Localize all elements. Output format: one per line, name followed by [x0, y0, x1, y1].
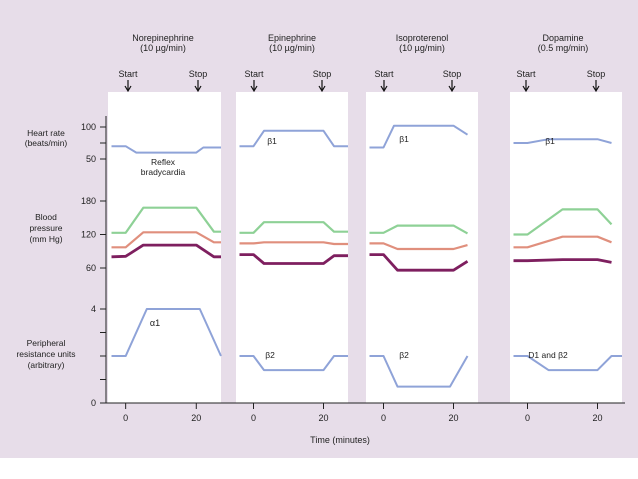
- x-tick-label-2-20: 20: [448, 413, 458, 423]
- start-label-norepinephrine: Start: [118, 69, 138, 79]
- series-lines: [111, 124, 622, 388]
- start-arrow-dopamine: [522, 80, 530, 93]
- y-label-bp-line2: pressure: [29, 223, 62, 233]
- x-tick-label-0-0: 0: [123, 413, 128, 423]
- series-hr-dopamine: [513, 138, 612, 144]
- y-label-resistance-line2: resistance units: [16, 349, 75, 359]
- start-arrow-norepinephrine: [124, 80, 132, 93]
- start-label-isoproterenol: Start: [374, 69, 394, 79]
- stop-arrow-norepinephrine: [194, 80, 202, 93]
- y-label-heart-rate-line2: (beats/min): [25, 138, 68, 148]
- res-tick-0-label: 0: [91, 398, 96, 408]
- res-tick-4-label: 4: [91, 304, 96, 314]
- annotation-beta1-epinephrine: D1 and β2: [528, 350, 568, 360]
- stop-label-dopamine: Stop: [587, 69, 606, 79]
- y-ticks: 50 100 60 120 180 0 4: [81, 122, 106, 408]
- hr-tick-100-label: 100: [81, 122, 96, 132]
- annotation-beta2-isoproterenol: β2: [399, 350, 409, 360]
- y-label-bp-line3: (mm Hg): [29, 234, 62, 244]
- series-resistance-epinephrine: [239, 355, 348, 372]
- stop-arrow-dopamine: [592, 80, 600, 93]
- stop-label-norepinephrine: Stop: [189, 69, 208, 79]
- start-stop-markers: Start Stop Start Stop Start Stop Start S…: [118, 69, 606, 93]
- annotation-alpha1: α1: [150, 318, 160, 328]
- panel-headers: Norepinephrine (10 µg/min) Epinephrine (…: [132, 33, 588, 53]
- x-axis-label: Time (minutes): [310, 435, 370, 445]
- drug-dose-epinephrine: (10 µg/min): [269, 43, 315, 53]
- panel-backgrounds: [108, 92, 622, 403]
- series-systolic-norepinephrine: [111, 206, 221, 234]
- series-resistance-isoproterenol: [369, 355, 469, 388]
- series-mean-norepinephrine: [111, 231, 221, 249]
- bp-tick-120-label: 120: [81, 230, 96, 240]
- y-label-resistance-line1: Peripheral: [27, 338, 66, 348]
- y-label-heart-rate-line1: Heart rate: [27, 128, 65, 138]
- series-mean-isoproterenol: [369, 242, 468, 251]
- series-hr-epinephrine: [239, 129, 348, 148]
- stop-arrow-isoproterenol: [448, 80, 456, 93]
- start-label-epinephrine: Start: [244, 69, 264, 79]
- series-resistance-dopamine: [513, 355, 622, 372]
- bp-tick-60-label: 60: [86, 263, 96, 273]
- series-systolic-epinephrine: [239, 221, 348, 234]
- y-axis: Heart rate (beats/min) Blood pressure (m…: [16, 116, 107, 403]
- bp-tick-180-label: 180: [81, 196, 96, 206]
- series-resistance-norepinephrine: [111, 308, 222, 357]
- x-tick-label-3-20: 20: [592, 413, 602, 423]
- x-tick-label-3-0: 0: [525, 413, 530, 423]
- x-tick-label-1-0: 0: [251, 413, 256, 423]
- start-arrow-epinephrine: [250, 80, 258, 93]
- annotations: Reflex bradycardia α1 D1 and β2 β2 β1 β2…: [141, 134, 568, 360]
- series-mean-epinephrine: [239, 241, 348, 246]
- annotation-reflex: Reflex: [151, 157, 176, 167]
- series-systolic-dopamine: [513, 208, 613, 236]
- drug-dose-isoproterenol: (10 µg/min): [399, 43, 445, 53]
- series-systolic-isoproterenol: [369, 224, 469, 235]
- drug-name-isoproterenol: Isoproterenol: [396, 33, 449, 43]
- series-diastolic-isoproterenol: [369, 253, 469, 272]
- series-diastolic-norepinephrine: [111, 243, 221, 259]
- x-tick-label-0-20: 20: [191, 413, 201, 423]
- drug-dose-norepinephrine: (10 µg/min): [140, 43, 186, 53]
- annotation-beta2-epinephrine: β2: [265, 350, 275, 360]
- x-axis: Time (minutes) 0 20 0 20 0 20 0 20: [106, 402, 625, 445]
- drug-name-dopamine: Dopamine: [542, 33, 583, 43]
- x-tick-label-1-20: 20: [318, 413, 328, 423]
- stop-label-epinephrine: Stop: [313, 69, 332, 79]
- drug-name-norepinephrine: Norepinephrine: [132, 33, 194, 43]
- drug-name-epinephrine: Epinephrine: [268, 33, 316, 43]
- start-label-dopamine: Start: [516, 69, 536, 79]
- y-label-bp-line1: Blood: [35, 212, 57, 222]
- annotation-bradycardia: bradycardia: [141, 167, 186, 177]
- series-hr-isoproterenol: [369, 124, 469, 149]
- hr-tick-50-label: 50: [86, 154, 96, 164]
- stop-label-isoproterenol: Stop: [443, 69, 462, 79]
- annotation-beta1-isoproterenol: β1: [399, 134, 409, 144]
- series-mean-dopamine: [513, 235, 612, 249]
- series-diastolic-dopamine: [513, 258, 612, 264]
- drug-dose-dopamine: (0.5 mg/min): [538, 43, 589, 53]
- y-label-resistance-line3: (arbitrary): [28, 360, 65, 370]
- annotation-beta1-hr-dopamine: β1: [545, 136, 555, 146]
- x-tick-label-2-0: 0: [381, 413, 386, 423]
- series-diastolic-epinephrine: [239, 253, 348, 265]
- annotation-beta1-hr-epinephrine: β1: [267, 136, 277, 146]
- stop-arrow-epinephrine: [318, 80, 326, 93]
- start-arrow-isoproterenol: [380, 80, 388, 93]
- series-hr-norepinephrine: [111, 145, 221, 154]
